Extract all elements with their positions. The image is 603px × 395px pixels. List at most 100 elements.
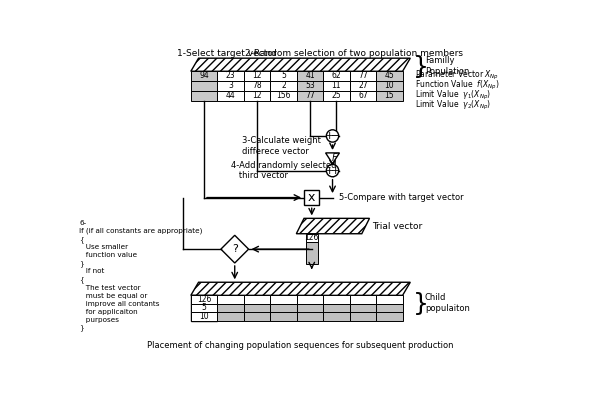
Bar — [376, 91, 403, 101]
Text: 25: 25 — [332, 91, 341, 100]
Text: 67: 67 — [358, 91, 368, 100]
Bar — [323, 312, 350, 321]
Text: {: { — [79, 276, 84, 283]
Bar — [323, 304, 350, 312]
Bar — [191, 91, 217, 101]
Text: Child
populaiton: Child populaiton — [425, 293, 470, 313]
Bar — [217, 91, 244, 101]
Text: 23: 23 — [226, 71, 235, 81]
Text: 5: 5 — [201, 303, 206, 312]
Text: Limit Value  $\gamma_1(X_{Np})$: Limit Value $\gamma_1(X_{Np})$ — [415, 89, 491, 102]
Text: 126: 126 — [197, 295, 211, 304]
Text: 94: 94 — [199, 71, 209, 81]
Text: 78: 78 — [252, 81, 262, 90]
Text: If not: If not — [79, 269, 104, 275]
Bar — [191, 71, 217, 81]
Bar — [191, 295, 217, 304]
Text: F: F — [332, 153, 338, 163]
Text: +: + — [325, 131, 335, 141]
Bar — [244, 91, 270, 101]
Bar — [323, 91, 350, 101]
Bar — [297, 91, 323, 101]
Text: {: { — [79, 236, 84, 243]
Text: }: } — [79, 260, 84, 267]
Text: 53: 53 — [305, 81, 315, 90]
Bar — [306, 234, 318, 242]
Text: 77: 77 — [305, 91, 315, 100]
Text: 12: 12 — [252, 91, 262, 100]
Text: for applicaiton: for applicaiton — [79, 309, 138, 315]
Text: 156: 156 — [276, 91, 291, 100]
Polygon shape — [221, 235, 248, 263]
Text: 5: 5 — [281, 71, 286, 81]
Text: improve all contants: improve all contants — [79, 301, 160, 307]
Bar — [217, 295, 244, 304]
Bar — [306, 242, 318, 264]
Bar — [323, 295, 350, 304]
Bar — [270, 71, 297, 81]
Bar — [191, 312, 217, 321]
Bar — [323, 81, 350, 91]
Bar — [350, 295, 376, 304]
Text: −: − — [330, 131, 340, 141]
Text: Familly
Population: Familly Population — [425, 56, 469, 75]
Text: The test vector: The test vector — [79, 285, 141, 291]
Text: 62: 62 — [332, 71, 341, 81]
Bar — [376, 304, 403, 312]
Text: 27: 27 — [358, 81, 368, 90]
Text: 2-Random selection of two population members: 2-Random selection of two population mem… — [245, 49, 463, 58]
Text: Trial vector: Trial vector — [373, 222, 423, 231]
Polygon shape — [191, 282, 410, 295]
Text: 12: 12 — [252, 71, 262, 81]
Bar — [217, 71, 244, 81]
Bar — [270, 295, 297, 304]
Polygon shape — [191, 295, 217, 321]
Polygon shape — [296, 218, 370, 234]
Text: 77: 77 — [358, 71, 368, 81]
Bar — [270, 312, 297, 321]
Bar — [350, 91, 376, 101]
Text: purposes: purposes — [79, 317, 119, 323]
Bar — [376, 71, 403, 81]
Bar — [270, 81, 297, 91]
Text: }: } — [79, 325, 84, 331]
Text: 6-: 6- — [79, 220, 86, 226]
Text: 2: 2 — [281, 81, 286, 90]
Bar — [350, 312, 376, 321]
Bar — [244, 312, 270, 321]
Polygon shape — [191, 58, 410, 71]
Bar — [191, 81, 217, 91]
Bar — [350, 304, 376, 312]
Text: Placement of changing population sequences for subsequent production: Placement of changing population sequenc… — [147, 341, 453, 350]
Bar — [217, 304, 244, 312]
Bar — [244, 295, 270, 304]
Polygon shape — [326, 153, 339, 164]
Bar — [376, 312, 403, 321]
Text: 11: 11 — [332, 81, 341, 90]
Text: 3: 3 — [228, 81, 233, 90]
Bar — [244, 304, 270, 312]
Bar — [304, 190, 320, 205]
Text: 4-Add randomly selected
   third vector: 4-Add randomly selected third vector — [231, 161, 336, 180]
Text: +: + — [325, 166, 335, 176]
Bar — [297, 312, 323, 321]
Bar — [376, 81, 403, 91]
Bar — [270, 304, 297, 312]
Text: 44: 44 — [226, 91, 235, 100]
Bar — [270, 91, 297, 101]
Bar — [297, 71, 323, 81]
Text: 45: 45 — [385, 71, 394, 81]
Text: 3-Calculate weight
differece vector: 3-Calculate weight differece vector — [242, 136, 321, 156]
Text: 1-Select target vector: 1-Select target vector — [177, 49, 277, 58]
Circle shape — [326, 164, 339, 177]
Bar — [297, 304, 323, 312]
Text: }: } — [414, 292, 429, 316]
Text: 10: 10 — [199, 312, 209, 321]
Bar — [297, 295, 323, 304]
Text: If (if all constants are appropriate): If (if all constants are appropriate) — [79, 228, 203, 234]
Text: ?: ? — [232, 244, 238, 254]
Bar — [244, 81, 270, 91]
Bar — [350, 71, 376, 81]
Text: Function Value  $f(X_{Np})$: Function Value $f(X_{Np})$ — [415, 79, 499, 92]
Text: x: x — [308, 191, 315, 204]
